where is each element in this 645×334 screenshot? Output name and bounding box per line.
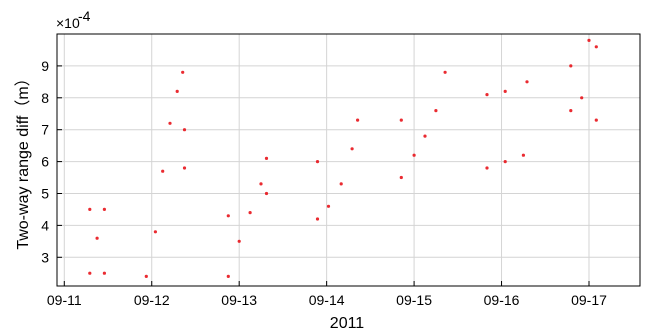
data-point: [525, 80, 529, 84]
data-point: [182, 166, 187, 170]
data-point: [264, 191, 269, 196]
x-tick-label: 09-17: [571, 292, 607, 308]
data-point: [259, 182, 263, 186]
data-point: [569, 64, 573, 68]
x-tick-label: 09-16: [484, 292, 520, 308]
data-point: [434, 109, 438, 113]
y-tick-label: 9: [41, 58, 49, 74]
data-point: [587, 38, 591, 43]
x-tick-label: 09-11: [47, 292, 82, 308]
data-point: [521, 153, 526, 157]
data-point: [144, 274, 148, 278]
data-point: [182, 128, 187, 132]
data-point: [326, 204, 331, 208]
data-point: [248, 211, 252, 215]
data-point: [412, 153, 416, 157]
data-point: [580, 96, 584, 100]
y-axis-ticks: 3 4 5 6 7 8 9: [41, 58, 62, 265]
data-point: [594, 118, 598, 122]
data-points: [88, 38, 598, 278]
data-point: [485, 166, 489, 170]
y-tick-label: 5: [41, 185, 49, 201]
x-tick-label: 09-12: [134, 292, 170, 308]
plot-frame: [56, 33, 641, 287]
x-tick-label: 09-13: [221, 292, 257, 308]
grid-lines: [57, 34, 640, 286]
x-tick-label: 09-15: [396, 292, 432, 308]
y-tick-label: 3: [41, 249, 49, 265]
y-tick-label: 6: [41, 154, 49, 170]
data-point: [594, 45, 598, 49]
data-point: [503, 89, 507, 93]
data-point: [181, 70, 185, 74]
data-point: [175, 89, 179, 93]
data-point: [315, 217, 320, 221]
data-point: [88, 271, 92, 275]
data-point: [153, 230, 157, 234]
y-tick-label: 8: [41, 90, 49, 106]
data-point: [399, 118, 403, 122]
data-point: [443, 70, 447, 74]
y-tick-label: 4: [41, 217, 49, 233]
data-point: [315, 160, 320, 164]
data-point: [226, 214, 230, 218]
data-point: [237, 239, 241, 243]
data-point: [485, 93, 489, 97]
data-point: [226, 274, 230, 278]
data-point: [102, 271, 106, 275]
y-exponent-label: ×10: [56, 15, 80, 31]
x-axis-title: 2011: [330, 315, 365, 332]
data-point: [569, 109, 573, 113]
data-point: [95, 236, 99, 240]
data-point: [88, 207, 92, 211]
y-tick-label: 7: [41, 122, 49, 138]
data-point: [161, 169, 165, 173]
data-point: [356, 118, 360, 122]
data-point: [503, 160, 507, 164]
data-point: [339, 182, 343, 186]
data-point: [102, 207, 106, 211]
data-point: [168, 121, 172, 125]
data-point: [264, 156, 269, 160]
data-point: [399, 175, 403, 180]
data-point: [423, 134, 427, 138]
x-tick-label: 09-14: [309, 292, 345, 308]
y-exponent-power: -4: [78, 8, 91, 24]
x-axis-ticks: 09-11 09-12 09-13 09-14 09-15 09-16 09-17: [47, 281, 607, 308]
y-axis-title: Two-way range diff（m）: [14, 70, 32, 249]
data-point: [350, 147, 354, 151]
